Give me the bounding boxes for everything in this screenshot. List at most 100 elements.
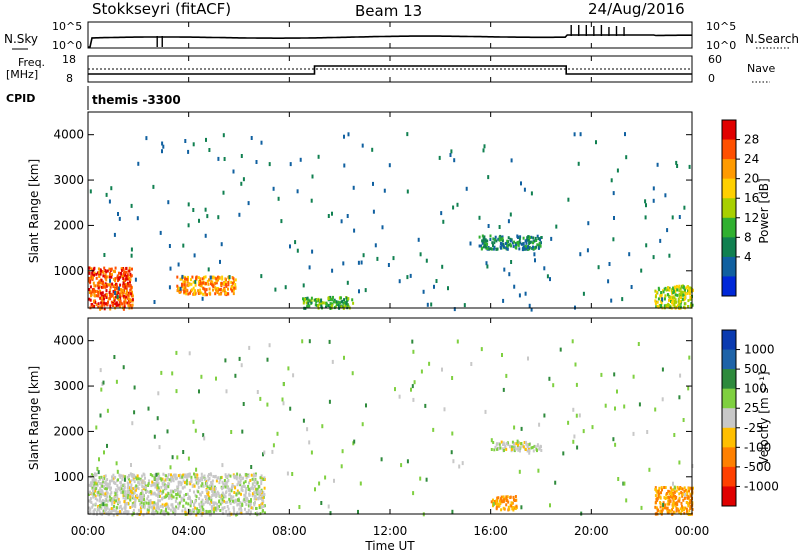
heatmap-cell — [208, 477, 211, 480]
heatmap-cell — [111, 498, 114, 502]
heatmap-cell — [119, 294, 121, 298]
heatmap-cell — [112, 506, 115, 510]
heatmap-cell — [655, 290, 658, 294]
heatmap-cell — [675, 300, 678, 304]
heatmap-cell — [230, 280, 233, 284]
heatmap-cell — [493, 448, 496, 452]
heatmap-cell — [103, 303, 106, 307]
heatmap-cell — [198, 291, 201, 295]
heatmap-cell — [500, 495, 503, 499]
heatmap-cell — [213, 282, 216, 286]
heatmap-cell — [250, 473, 253, 477]
heatmap-cell — [509, 212, 512, 217]
heatmap-cell — [211, 484, 214, 488]
heatmap-cell — [318, 302, 321, 306]
heatmap-cell — [217, 492, 220, 496]
heatmap-cell — [91, 492, 94, 496]
heatmap-cell — [280, 219, 283, 224]
heatmap-cell — [185, 288, 188, 292]
heatmap-cell — [398, 394, 401, 399]
heatmap-cell — [309, 299, 312, 303]
heatmap-cell — [528, 303, 531, 308]
heatmap-cell — [665, 288, 668, 292]
heatmap-cell — [652, 186, 655, 191]
heatmap-cell — [524, 244, 527, 248]
heatmap-cell — [501, 353, 503, 357]
heatmap-cell — [140, 510, 142, 514]
heatmap-cell — [159, 511, 162, 515]
heatmap-cell — [126, 273, 129, 277]
heatmap-cell — [193, 490, 195, 494]
colorbar-segment — [722, 388, 736, 409]
heatmap-cell — [115, 282, 117, 286]
heatmap-cell — [119, 305, 122, 309]
heatmap-cell — [110, 267, 113, 271]
heatmap-cell — [133, 496, 136, 500]
heatmap-cell — [306, 427, 309, 432]
heatmap-cell — [353, 228, 356, 233]
heatmap-cell — [358, 289, 360, 294]
heatmap-cell — [144, 481, 146, 485]
heatmap-cell — [219, 288, 222, 291]
heatmap-cell — [490, 500, 493, 504]
heatmap-cell — [126, 475, 129, 479]
heatmap-cell — [167, 473, 170, 477]
heatmap-cell — [118, 488, 121, 492]
x-axis-label: Time UT — [364, 539, 415, 553]
heatmap-cell — [142, 493, 145, 497]
heatmap-cell — [513, 449, 516, 453]
heatmap-cell — [505, 447, 508, 451]
heatmap-cell — [538, 246, 541, 249]
heatmap-cell — [169, 495, 172, 499]
heatmap-cell — [614, 406, 616, 411]
heatmap-cell — [136, 496, 139, 500]
heatmap-cell — [678, 492, 681, 496]
heatmap-cell — [113, 501, 116, 505]
heatmap-cell — [107, 283, 110, 287]
heatmap-cell — [216, 505, 219, 509]
heatmap-cell — [236, 472, 239, 476]
heatmap-cell — [129, 480, 131, 484]
heatmap-cell — [678, 511, 681, 515]
heatmap-cell — [201, 490, 204, 494]
heatmap-cell — [250, 465, 253, 469]
heatmap-cell — [289, 244, 291, 249]
heatmap-cell — [640, 505, 643, 510]
heatmap-cell — [194, 428, 197, 433]
heatmap-cell — [110, 275, 113, 279]
heatmap-cell — [114, 492, 117, 497]
heatmap-cell — [115, 295, 117, 299]
heatmap-cell — [677, 297, 680, 301]
heatmap-cell — [667, 495, 670, 499]
heatmap-cell — [167, 496, 170, 500]
heatmap-cell — [233, 474, 236, 478]
heatmap-cell — [100, 387, 103, 392]
heatmap-cell — [92, 509, 95, 513]
heatmap-cell — [102, 285, 105, 289]
heatmap-cell — [510, 501, 513, 505]
heatmap-cell — [92, 276, 94, 280]
heatmap-cell — [327, 297, 330, 300]
heatmap-cell — [187, 292, 190, 296]
heatmap-cell — [235, 477, 238, 481]
colorbar-segment — [722, 139, 736, 160]
heatmap-cell — [155, 507, 158, 511]
heatmap-cell — [110, 510, 113, 514]
heatmap-cell — [123, 486, 126, 489]
heatmap-cell — [239, 479, 242, 483]
heatmap-cell — [162, 483, 165, 487]
heatmap-cell — [201, 482, 204, 486]
heatmap-cell — [549, 503, 551, 508]
heatmap-cell — [117, 497, 120, 501]
heatmap-cell — [333, 298, 336, 302]
heatmap-cell — [103, 301, 106, 305]
heatmap-cell — [114, 482, 117, 485]
heatmap-cell — [425, 477, 428, 482]
heatmap-cell — [499, 446, 502, 450]
heatmap-cell — [166, 429, 169, 434]
heatmap-cell — [672, 286, 675, 290]
heatmap-cell — [247, 508, 250, 512]
heatmap-cell — [244, 494, 247, 498]
heatmap-cell — [338, 296, 341, 300]
heatmap-cell — [91, 271, 94, 275]
